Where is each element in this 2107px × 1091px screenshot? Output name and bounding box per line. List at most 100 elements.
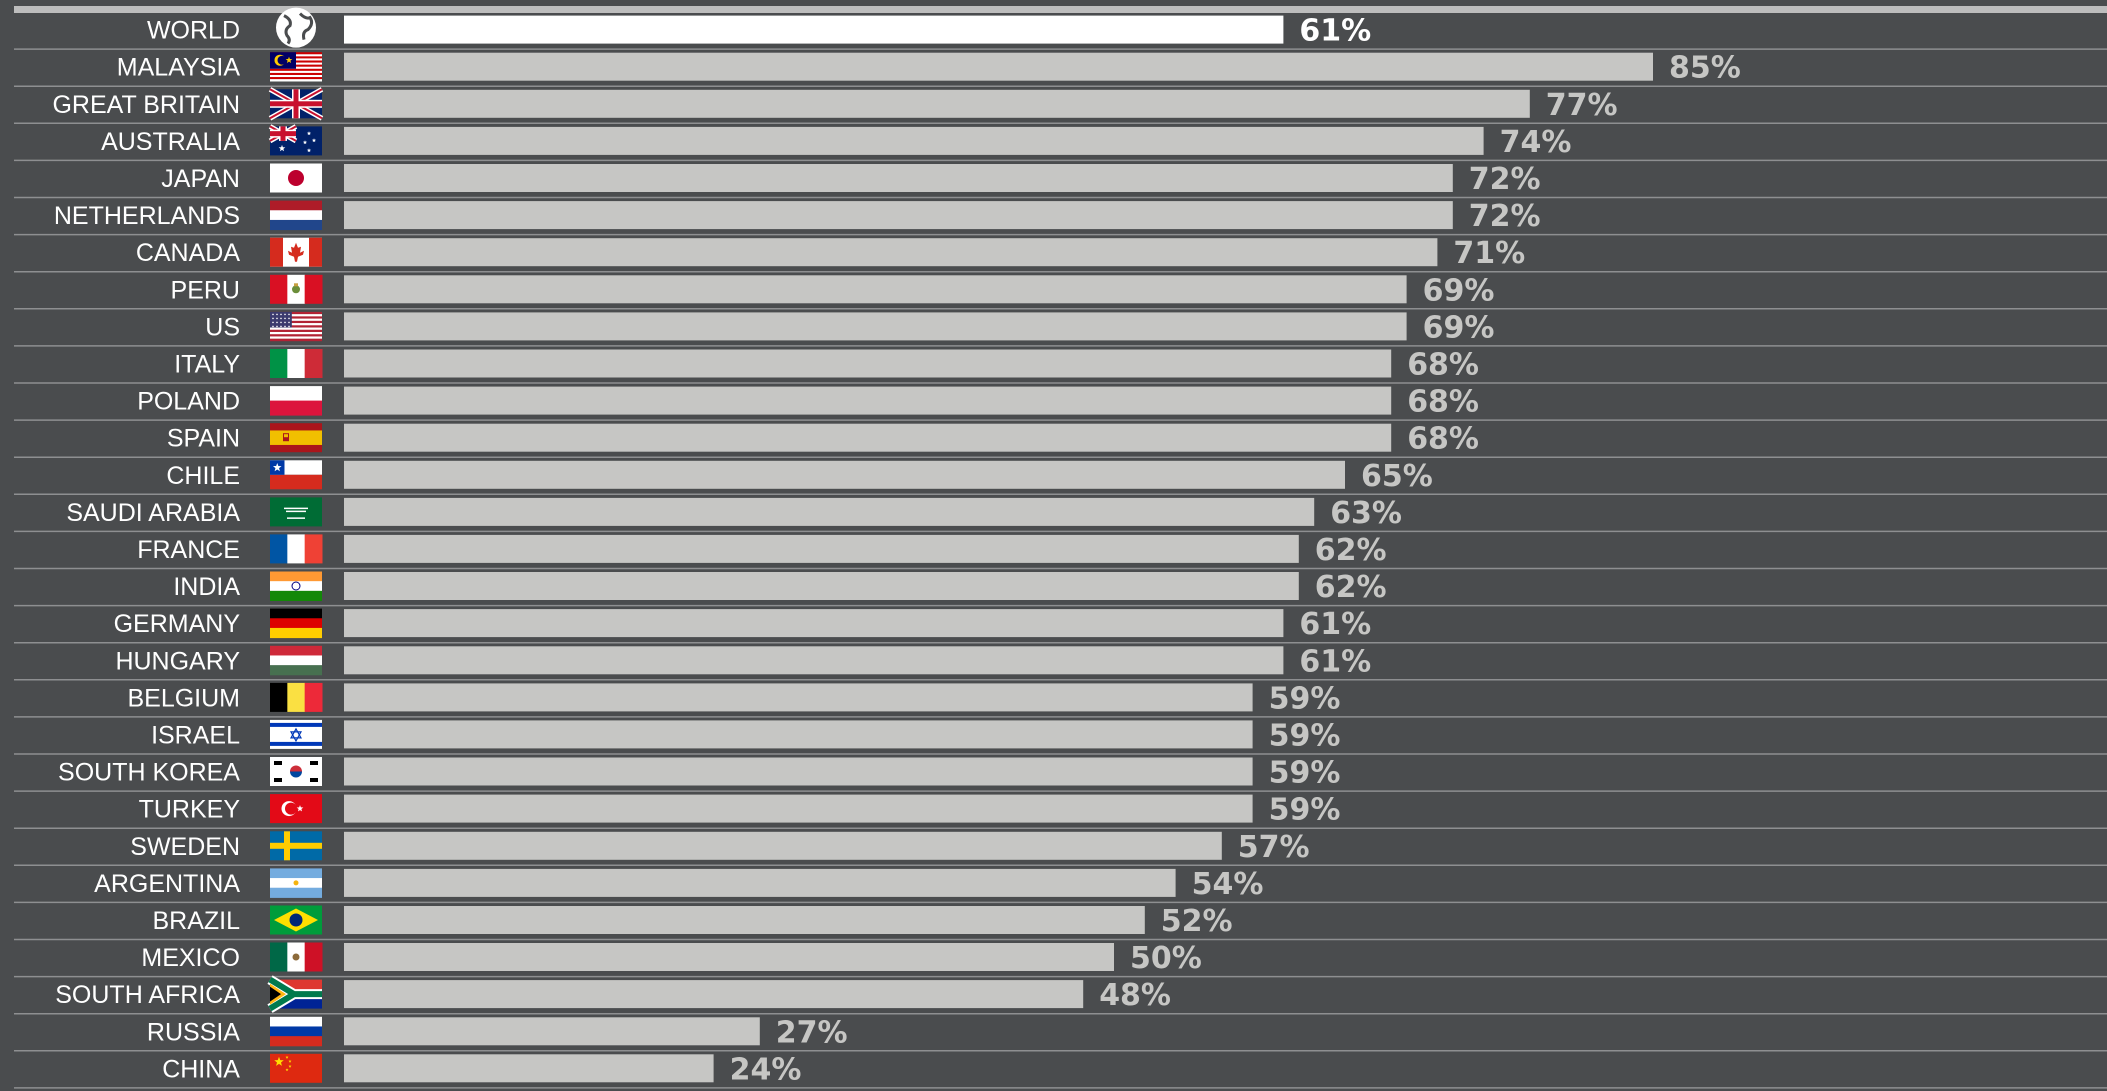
- bar-netherlands: [344, 201, 1453, 230]
- value-label-russia: 27%: [776, 1015, 848, 1050]
- value-label-japan: 72%: [1469, 162, 1541, 197]
- value-label-italy: 68%: [1407, 348, 1479, 383]
- bar-israel: [344, 720, 1253, 749]
- category-label-belgium: BELGIUM: [127, 684, 240, 712]
- bar-peru: [344, 275, 1407, 304]
- flag-turkey-icon: [270, 794, 322, 824]
- bar-brazil: [344, 906, 1145, 934]
- category-label-spain: SPAIN: [167, 425, 240, 453]
- flag-russia-icon: [270, 1016, 322, 1047]
- flag-belgium-icon: [270, 682, 323, 712]
- flag-hungary-icon: [270, 645, 322, 676]
- value-label-france: 62%: [1315, 533, 1387, 568]
- category-label-canada: CANADA: [136, 239, 241, 267]
- bar-us: [344, 312, 1407, 341]
- category-label-germany: GERMANY: [114, 610, 241, 638]
- value-label-turkey: 59%: [1269, 793, 1341, 828]
- category-label-hungary: HUNGARY: [115, 647, 240, 675]
- bar-belgium: [344, 683, 1253, 712]
- value-label-south-korea: 59%: [1269, 756, 1341, 791]
- category-label-malaysia: MALAYSIA: [117, 54, 241, 82]
- flag-us-icon: [270, 311, 322, 342]
- bar-canada: [344, 238, 1438, 267]
- value-label-south-africa: 48%: [1099, 978, 1171, 1013]
- value-label-us: 69%: [1423, 310, 1495, 345]
- flag-india-icon: [270, 571, 322, 601]
- category-label-peru: PERU: [171, 276, 240, 304]
- value-label-saudi-arabia: 63%: [1330, 496, 1402, 531]
- value-label-canada: 71%: [1453, 236, 1525, 271]
- flag-saudi-arabia-icon: [270, 497, 322, 527]
- flag-france-icon: [270, 534, 323, 564]
- flag-israel-icon: [270, 719, 322, 749]
- value-label-netherlands: 72%: [1469, 199, 1541, 234]
- value-label-argentina: 54%: [1192, 867, 1264, 902]
- bar-argentina: [344, 868, 1176, 897]
- value-label-brazil: 52%: [1161, 904, 1233, 939]
- flag-poland-icon: [270, 386, 322, 416]
- value-label-china: 24%: [730, 1052, 802, 1087]
- value-label-india: 62%: [1315, 570, 1387, 605]
- flag-south-korea-icon: [270, 757, 322, 786]
- top-rule: [14, 6, 2107, 13]
- category-label-chile: CHILE: [166, 462, 240, 490]
- bar-italy: [344, 349, 1392, 378]
- flag-sweden-icon: [270, 831, 322, 861]
- category-label-poland: POLAND: [137, 388, 240, 416]
- value-label-malaysia: 85%: [1669, 51, 1741, 86]
- value-label-poland: 68%: [1407, 385, 1479, 420]
- category-label-south-korea: SOUTH KOREA: [58, 759, 240, 787]
- bar-south-korea: [344, 757, 1253, 786]
- flag-spain-icon: [270, 423, 322, 453]
- value-label-australia: 74%: [1500, 125, 1572, 160]
- bar-chile: [344, 460, 1345, 489]
- category-label-argentina: ARGENTINA: [94, 870, 240, 898]
- bar-hungary: [344, 646, 1284, 675]
- flag-australia-icon: [268, 124, 322, 156]
- flag-japan-icon: [270, 163, 322, 193]
- bar-poland: [344, 386, 1392, 415]
- category-label-australia: AUSTRALIA: [101, 128, 240, 156]
- category-label-china: CHINA: [162, 1055, 240, 1083]
- value-label-peru: 69%: [1423, 273, 1495, 308]
- bar-sweden: [344, 831, 1222, 860]
- bar-great-britain: [344, 89, 1530, 118]
- flag-malaysia-icon: [270, 52, 322, 82]
- bar-mexico: [344, 943, 1114, 971]
- bar-south-africa: [344, 980, 1084, 1009]
- flag-peru-icon: [270, 274, 323, 304]
- value-label-germany: 61%: [1299, 607, 1371, 642]
- flag-canada-icon: [270, 237, 322, 267]
- flag-china-icon: [270, 1053, 322, 1083]
- category-label-turkey: TURKEY: [139, 796, 241, 824]
- flag-great-britain-icon: [268, 87, 324, 121]
- value-label-israel: 59%: [1269, 718, 1341, 753]
- category-label-saudi-arabia: SAUDI ARABIA: [66, 499, 240, 527]
- category-label-israel: ISRAEL: [151, 721, 240, 749]
- category-label-india: INDIA: [173, 573, 240, 601]
- value-label-belgium: 59%: [1269, 681, 1341, 716]
- flag-germany-icon: [270, 608, 322, 639]
- bar-spain: [344, 423, 1392, 452]
- bar-russia: [344, 1017, 760, 1046]
- flag-mexico-icon: [270, 942, 323, 972]
- category-label-russia: RUSSIA: [147, 1018, 240, 1046]
- value-label-great-britain: 77%: [1546, 88, 1618, 123]
- bar-australia: [344, 126, 1484, 155]
- category-label-south-africa: SOUTH AFRICA: [55, 981, 240, 1009]
- category-label-france: FRANCE: [137, 536, 240, 564]
- value-label-mexico: 50%: [1130, 941, 1202, 976]
- value-label-spain: 68%: [1407, 422, 1479, 457]
- bar-world: [344, 15, 1284, 44]
- value-label-chile: 65%: [1361, 459, 1433, 494]
- bar-china: [344, 1054, 714, 1083]
- category-label-mexico: MEXICO: [141, 944, 240, 972]
- category-label-us: US: [205, 313, 240, 341]
- flag-italy-icon: [270, 349, 323, 378]
- flag-brazil-icon: [270, 905, 322, 935]
- flag-chile-icon: [270, 460, 322, 490]
- bar-germany: [344, 609, 1284, 638]
- category-label-japan: JAPAN: [161, 165, 240, 193]
- category-label-world: WORLD: [147, 17, 240, 45]
